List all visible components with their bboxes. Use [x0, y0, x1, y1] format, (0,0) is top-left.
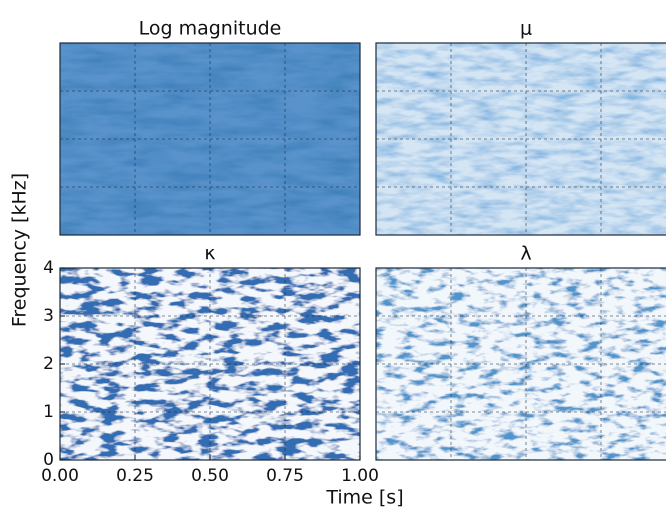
- panel-title: λ: [520, 243, 531, 265]
- panel-title: Log magnitude: [139, 18, 282, 40]
- x-tick-label: 0.50: [191, 466, 229, 486]
- y-tick-label: 2: [43, 354, 54, 374]
- y-tick-label: 0: [43, 450, 54, 470]
- panel-title: μ: [520, 18, 532, 40]
- x-axis-label: Time [s]: [325, 487, 403, 509]
- panel-frame: [59, 42, 361, 236]
- panel-frame: [375, 267, 666, 461]
- y-tick-label: 3: [43, 306, 54, 326]
- panel-frame: [375, 42, 666, 236]
- y-tick-label: 4: [43, 258, 54, 278]
- panel-title: κ: [204, 243, 215, 265]
- y-axis-label: Frequency [kHz]: [9, 173, 31, 327]
- x-tick-label: 0.75: [266, 466, 304, 486]
- y-tick-label: 1: [43, 402, 54, 422]
- x-tick-label: 1.00: [341, 466, 379, 486]
- x-tick-label: 0.25: [116, 466, 154, 486]
- x-tick-label: 0.00: [41, 466, 79, 486]
